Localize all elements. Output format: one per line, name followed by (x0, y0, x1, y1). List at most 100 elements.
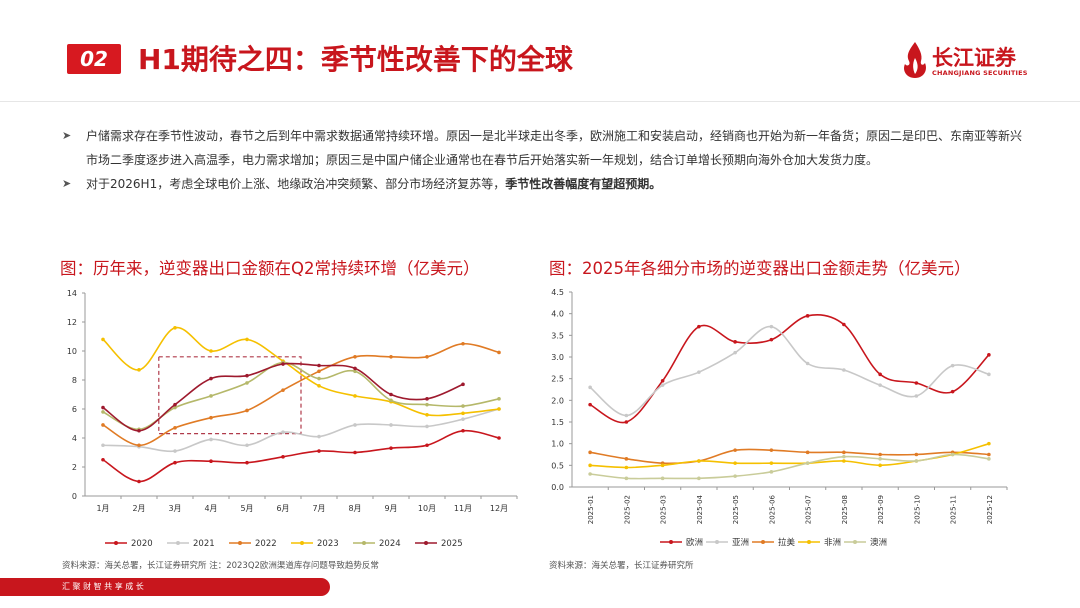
data-point (769, 470, 774, 474)
data-point (317, 369, 321, 374)
legend-marker (853, 540, 857, 544)
series-line (102, 342, 500, 447)
data-point (245, 443, 249, 448)
x-tick-label: 2025-11 (950, 495, 958, 524)
data-point (624, 413, 629, 418)
data-point (209, 437, 213, 442)
series-亚洲 (588, 324, 991, 418)
x-tick-label: 2025-05 (732, 495, 740, 524)
data-point (209, 349, 213, 353)
bullet-text: 对于2026H1，考虑全球电价上涨、地缘政治冲突频繁、部分市场经济复苏等， (86, 177, 506, 191)
series-line (590, 442, 990, 469)
series-line (102, 429, 500, 483)
y-tick-label: 0.0 (551, 483, 564, 492)
data-point (588, 472, 592, 476)
legend-label: 2022 (255, 539, 277, 549)
data-point (173, 449, 177, 453)
data-point (733, 340, 737, 344)
data-point (987, 441, 991, 446)
series-欧洲 (588, 313, 991, 424)
legend-item: 2024 (353, 539, 401, 549)
bullet-list: ➤ 户储需求存在季节性波动，春节之后到年中需求数据通常持续环增。原因一是北半球走… (62, 124, 1030, 196)
y-tick-label: 12 (67, 318, 77, 327)
series-2020 (101, 428, 501, 484)
legend-marker (807, 540, 811, 544)
data-point (497, 407, 501, 411)
x-tick-label: 1月 (96, 504, 109, 513)
y-tick-label: 4 (72, 434, 77, 443)
series-line (102, 408, 500, 453)
logo-text-en: CHANGJIANG SECURITIES (932, 69, 1028, 77)
data-point (353, 394, 357, 398)
legend-label: 2023 (317, 539, 339, 549)
right-chart-source: 资料来源：海关总署，长江证券研究所 (549, 561, 694, 571)
data-point (173, 402, 177, 407)
legend-label: 非洲 (824, 537, 841, 548)
data-point (389, 398, 393, 403)
legend-label: 2021 (193, 539, 215, 549)
legend-marker (114, 541, 118, 545)
x-tick-label: 2025-09 (877, 495, 885, 524)
data-point (101, 405, 105, 410)
legend-label: 亚洲 (732, 538, 749, 548)
series-2024 (101, 360, 501, 432)
data-point (987, 457, 991, 461)
y-tick-label: 14 (67, 289, 77, 298)
y-tick-label: 0 (72, 492, 77, 501)
bullet-item: ➤ 对于2026H1，考虑全球电价上涨、地缘政治冲突频繁、部分市场经济复苏等，季… (62, 172, 1030, 196)
data-point (660, 476, 665, 481)
data-point (733, 350, 737, 355)
legend-marker (238, 541, 242, 545)
data-point (461, 417, 465, 421)
x-tick-label: 2月 (132, 504, 145, 513)
legend-item: 澳洲 (844, 537, 887, 548)
y-tick-label: 1.5 (551, 418, 564, 427)
data-point (878, 452, 882, 457)
data-point (461, 428, 465, 433)
x-tick-label: 3月 (168, 504, 181, 513)
data-point (461, 411, 465, 416)
logo-flame-icon (904, 42, 926, 78)
data-point (245, 373, 249, 378)
data-point (733, 448, 737, 452)
legend-label: 2025 (441, 539, 463, 549)
legend-marker (761, 540, 765, 544)
left-chart-title: 图：历年来，逆变器出口金额在Q2常持续环增（亿美元） (60, 259, 480, 278)
footer-bar (0, 578, 330, 596)
data-point (914, 394, 919, 398)
data-point (245, 381, 249, 385)
series-line (589, 313, 990, 424)
data-point (805, 361, 810, 366)
data-point (497, 436, 501, 440)
x-tick-label: 2025-02 (623, 495, 631, 524)
legend-marker (362, 541, 366, 545)
data-point (805, 450, 810, 455)
series-澳洲 (588, 452, 991, 481)
data-point (389, 446, 393, 450)
data-point (173, 460, 177, 465)
data-point (624, 420, 629, 424)
data-point (697, 324, 701, 329)
series-2025 (101, 362, 465, 433)
data-point (425, 413, 429, 417)
legend-item: 亚洲 (706, 538, 749, 548)
y-tick-label: 0.5 (551, 461, 564, 470)
x-tick-label: 2025-07 (805, 495, 813, 524)
data-point (697, 370, 701, 374)
bullet-item: ➤ 户储需求存在季节性波动，春节之后到年中需求数据通常持续环增。原因一是北半球走… (62, 124, 1030, 172)
data-point (101, 337, 105, 342)
left-chart-source: 资料来源：海关总署，长江证券研究所 注：2023Q2欧洲渠道库存问题导致趋势反常 (62, 561, 379, 571)
data-point (425, 355, 429, 359)
header-divider (0, 101, 1080, 102)
legend-item: 2022 (229, 539, 277, 549)
data-point (842, 454, 846, 459)
x-tick-label: 2025-12 (986, 495, 994, 524)
x-tick-label: 7月 (312, 504, 325, 513)
data-point (281, 388, 285, 392)
legend: 欧洲 亚洲 拉美 非洲 澳洲 (660, 537, 887, 548)
legend-label: 2020 (131, 539, 153, 549)
series-line (102, 326, 500, 417)
data-point (101, 457, 105, 462)
data-point (950, 389, 955, 394)
x-tick-label: 6月 (276, 504, 289, 513)
